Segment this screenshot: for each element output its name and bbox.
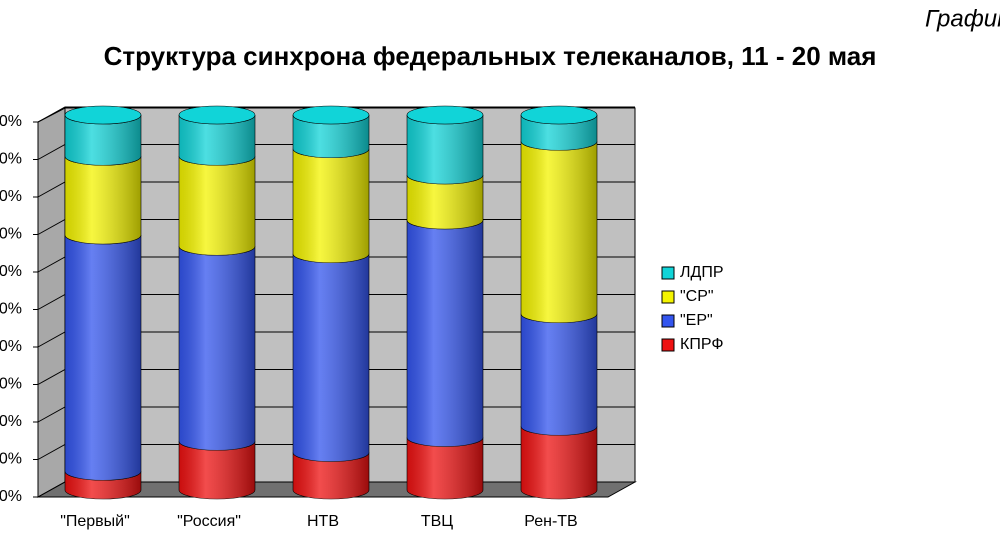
y-tick-label: 30% bbox=[0, 376, 22, 393]
bar-shade bbox=[407, 437, 483, 499]
y-tick-label: 50% bbox=[0, 301, 22, 318]
bar-top bbox=[64, 105, 142, 125]
bar-shade bbox=[179, 156, 255, 256]
bar-shade bbox=[293, 115, 369, 158]
y-tick-label: 20% bbox=[0, 413, 22, 430]
bar-shade bbox=[179, 115, 255, 166]
bar-top bbox=[406, 105, 484, 125]
bar-shade bbox=[179, 246, 255, 451]
bar-top bbox=[520, 105, 598, 125]
x-tick-label: ТВЦ bbox=[421, 513, 453, 530]
bar-shade bbox=[521, 313, 597, 436]
bar-shade bbox=[179, 441, 255, 499]
legend-swatch bbox=[661, 290, 675, 304]
y-tick-label: 100% bbox=[0, 113, 22, 130]
y-tick-label: 0% bbox=[0, 488, 22, 505]
legend-swatch bbox=[661, 338, 675, 352]
bar-shade bbox=[521, 141, 597, 323]
bar-shade bbox=[293, 452, 369, 499]
legend-swatch bbox=[661, 314, 675, 328]
bar-shade bbox=[65, 156, 141, 244]
legend-label: "ЕР" bbox=[680, 312, 713, 329]
bar-shade bbox=[65, 235, 141, 481]
x-tick-label: "Россия" bbox=[177, 513, 241, 530]
bar-shade bbox=[293, 253, 369, 462]
bar-shade bbox=[293, 148, 369, 263]
bar-shade bbox=[65, 471, 141, 499]
bar-shade bbox=[521, 426, 597, 499]
x-tick-label: "Первый" bbox=[60, 513, 130, 530]
subtitle: График bbox=[925, 5, 1000, 32]
bar-top bbox=[178, 105, 256, 125]
bar-top bbox=[292, 105, 370, 125]
legend-label: КПРФ bbox=[680, 336, 723, 353]
y-tick-label: 40% bbox=[0, 338, 22, 355]
bar-shade bbox=[407, 175, 483, 229]
bar-shade bbox=[407, 220, 483, 447]
x-tick-label: НТВ bbox=[307, 513, 339, 530]
chart-title: Структура синхрона федеральных телеканал… bbox=[104, 41, 877, 71]
y-tick-label: 70% bbox=[0, 226, 22, 243]
y-tick-label: 60% bbox=[0, 263, 22, 280]
bar-shade bbox=[407, 115, 483, 184]
y-tick-label: 80% bbox=[0, 188, 22, 205]
bar-shade bbox=[521, 115, 597, 151]
legend-label: "СР" bbox=[680, 288, 714, 305]
bar-shade bbox=[65, 115, 141, 166]
y-tick-label: 10% bbox=[0, 451, 22, 468]
y-tick-label: 90% bbox=[0, 151, 22, 168]
legend-swatch bbox=[661, 266, 675, 280]
x-tick-label: Рен-ТВ bbox=[524, 513, 577, 530]
legend-label: ЛДПР bbox=[680, 264, 724, 281]
